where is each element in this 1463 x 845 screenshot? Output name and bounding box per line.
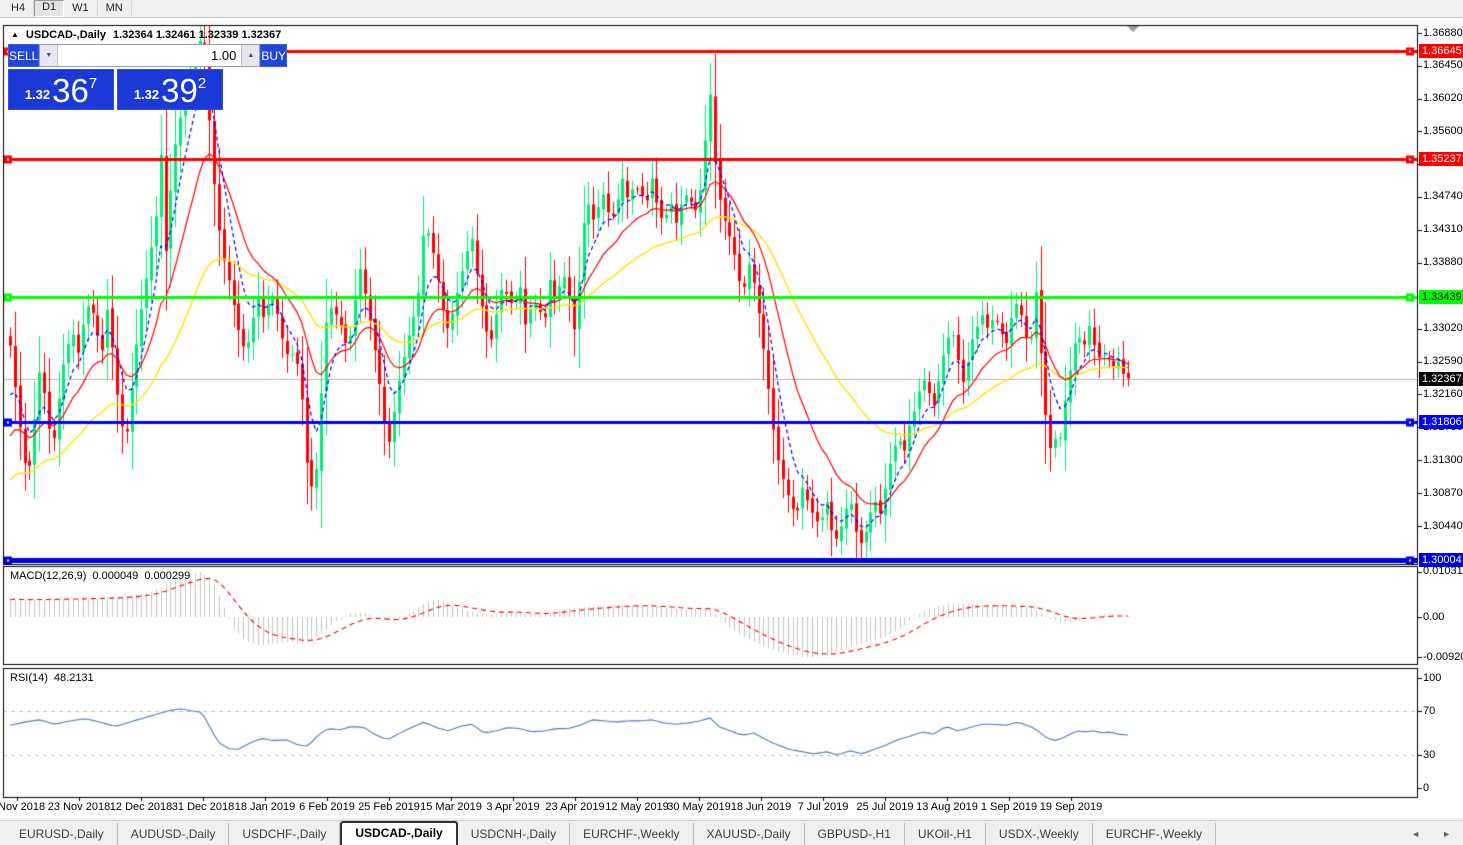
rsi-tick-label: 70 [1423, 704, 1436, 717]
tab-scroll-arrows: ◄ ► [1411, 829, 1451, 839]
rsi-value: 48.2131 [53, 672, 94, 684]
buy-price-box[interactable]: 1.32 39 2 [117, 69, 223, 110]
volume-input[interactable] [58, 45, 242, 66]
timeframe-button[interactable]: W1 [64, 1, 98, 16]
timeframe-button[interactable]: D1 [34, 0, 65, 17]
chart-symbol-label: USDCAD-,Daily [25, 29, 106, 41]
price-tick-label: 1.32590 [1423, 355, 1463, 368]
chart-tab[interactable]: XAUUSD-,Daily [694, 823, 805, 845]
date-tick-label: 13 Aug 2019 [916, 801, 978, 813]
macd-name: MACD(12,26,9) [10, 570, 87, 582]
price-tick-label: 1.32160 [1423, 387, 1463, 400]
date-tick-label: 1 Sep 2019 [980, 801, 1038, 813]
buy-price-big: 39 [161, 72, 198, 109]
macd-main-value: 0.000049 [92, 570, 139, 582]
hline-price-label: 1.33439 [1419, 289, 1463, 304]
hline-price-label: 1.36645 [1419, 44, 1463, 59]
chart-tab[interactable]: USDX-,Weekly [986, 823, 1093, 845]
timeframe-button[interactable]: MN [98, 1, 132, 16]
macd-indicator-label: MACD(12,26,9) 0.000049 0.000299 [10, 570, 190, 582]
buy-price-pip: 2 [197, 75, 207, 92]
buy-button[interactable]: BUY [260, 44, 288, 67]
tab-scroll-left-icon[interactable]: ◄ [1411, 829, 1421, 839]
date-tick-label: 25 Feb 2019 [358, 801, 420, 813]
rsi-tick-label: 30 [1423, 748, 1436, 761]
rsi-tick-label: 0 [1423, 781, 1430, 794]
hline-price-label: 1.31806 [1419, 414, 1463, 429]
chart-tab[interactable]: GBPUSD-,H1 [805, 823, 905, 845]
price-tick-label: 1.31300 [1423, 453, 1463, 466]
date-tick-label: 6 Feb 2019 [299, 801, 355, 813]
macd-tick-label: 0.00 [1423, 610, 1445, 623]
price-tick-label: 1.36020 [1423, 92, 1463, 105]
date-tick-label: 3 Apr 2019 [486, 801, 540, 813]
price-tick-label: 1.34310 [1423, 223, 1463, 236]
chart-tab[interactable]: AUDUSD-,Daily [118, 823, 230, 845]
chart-tab[interactable]: EURCHF-,Weekly [570, 823, 694, 845]
date-tick-label: 23 Apr 2019 [545, 801, 605, 813]
chart-tab[interactable]: USDCHF-,Daily [229, 823, 341, 845]
price-tick-label: 1.34740 [1423, 190, 1463, 203]
current-price-label: 1.32367 [1419, 371, 1463, 386]
price-tick-label: 1.36450 [1423, 59, 1463, 72]
sell-price-big: 36 [52, 72, 89, 109]
one-click-trade-panel: SELL ▼ ▲ BUY 1.32 36 7 1.32 39 2 [8, 44, 288, 110]
price-tick-label: 1.30870 [1423, 486, 1463, 499]
date-tick-label: 5 Nov 2018 [0, 801, 46, 813]
price-tick-label: 1.30440 [1423, 519, 1463, 532]
price-tick-label: 1.33020 [1423, 322, 1463, 335]
rsi-tick-label: 100 [1423, 671, 1442, 684]
chart-tab[interactable]: EURCHF-,Weekly [1093, 823, 1217, 845]
tab-scroll-right-icon[interactable]: ► [1442, 829, 1451, 839]
timeframe-button[interactable]: H4 [3, 1, 35, 16]
date-tick-label: 18 Jun 2019 [730, 801, 792, 813]
volume-increase-icon[interactable]: ▲ [241, 45, 260, 66]
date-tick-label: 31 Dec 2018 [171, 801, 235, 813]
chart-tab[interactable]: USDCAD-,Daily [340, 821, 458, 845]
symbol-tab-bar: EURUSD-,Daily AUDUSD-,Daily USDCHF-,Daily U… [0, 820, 1463, 845]
chart-tab[interactable]: UKOil-,H1 [905, 823, 986, 845]
price-tick-label: 1.35600 [1423, 124, 1463, 137]
macd-tick-label: -0.009203 [1423, 650, 1463, 663]
price-tick-label: 1.36880 [1423, 26, 1463, 39]
date-tick-label: 7 Jul 2019 [797, 801, 849, 813]
timeframe-button-group: H4 D1 W1 MN [3, 0, 132, 17]
rsi-name: RSI(14) [10, 672, 48, 684]
chart-tab[interactable]: USDCNH-,Daily [458, 823, 571, 845]
timeframe-toolbar: H4 D1 W1 MN [0, 0, 1463, 18]
volume-decrease-icon[interactable]: ▼ [40, 45, 59, 66]
date-tick-label: 15 Mar 2019 [420, 801, 482, 813]
collapse-chart-icon[interactable]: ▲ [11, 29, 19, 39]
sell-price-box[interactable]: 1.32 36 7 [8, 69, 114, 110]
date-tick-label: 18 Jan 2019 [234, 801, 296, 813]
date-tick-label: 23 Nov 2018 [47, 801, 111, 813]
chart-ohlc-header: ▲ USDCAD-,Daily 1.32364 1.32461 1.32339 … [11, 29, 281, 41]
sell-button[interactable]: SELL [8, 44, 40, 67]
hline-price-label: 1.35237 [1419, 151, 1463, 166]
chart-ohlc-values: 1.32364 1.32461 1.32339 1.32367 [113, 29, 282, 41]
hline-price-label: 1.30004 [1419, 552, 1463, 567]
date-tick-label: 12 May 2019 [605, 801, 669, 813]
sell-price-pip: 7 [88, 75, 98, 92]
date-tick-label: 25 Jul 2019 [856, 801, 914, 813]
date-tick-label: 12 Dec 2018 [109, 801, 173, 813]
macd-signal-value: 0.000299 [144, 570, 191, 582]
price-tick-label: 1.33880 [1423, 256, 1463, 269]
macd-tick-label: 0.010311 [1423, 565, 1463, 578]
rsi-indicator-label: RSI(14) 48.2131 [10, 672, 94, 684]
date-tick-label: 30 May 2019 [667, 801, 731, 813]
chart-tab[interactable]: EURUSD-,Daily [6, 823, 118, 845]
date-tick-label: 19 Sep 2019 [1039, 801, 1103, 813]
sell-price-prefix: 1.32 [24, 87, 51, 102]
volume-stepper: ▼ ▲ [39, 44, 261, 67]
buy-price-prefix: 1.32 [133, 87, 160, 102]
